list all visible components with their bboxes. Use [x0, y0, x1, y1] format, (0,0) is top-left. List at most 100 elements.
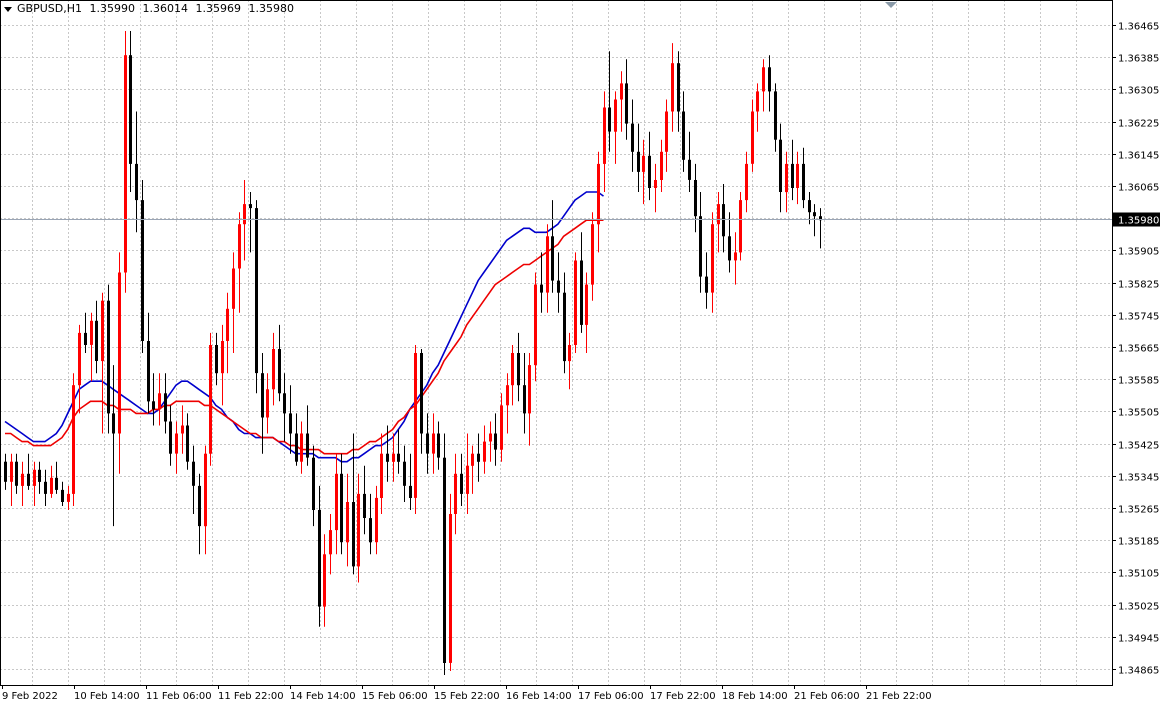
candle-body	[78, 332, 81, 386]
candle-body	[802, 163, 805, 201]
candle-body	[33, 469, 36, 486]
candle-body	[50, 477, 53, 494]
candle-body	[164, 393, 167, 422]
y-tick-label: 1.35505	[1118, 408, 1159, 419]
y-tick-label: 1.35825	[1118, 280, 1159, 291]
candle-body	[129, 55, 132, 164]
candle-body	[158, 393, 161, 410]
candle-body	[249, 204, 252, 209]
candle-body	[437, 433, 440, 458]
candle-body	[420, 353, 423, 434]
grid	[0, 0, 1112, 685]
x-tick-label: 11 Feb 22:00	[218, 691, 284, 702]
x-tick-label: 16 Feb 14:00	[506, 691, 572, 702]
candle-body	[369, 518, 372, 543]
x-tick-label: 15 Feb 06:00	[362, 691, 428, 702]
candle-body	[534, 284, 537, 366]
candle-body	[363, 493, 366, 518]
candle-body	[620, 83, 623, 100]
candle-body	[608, 107, 611, 132]
low-value: 1.35969	[195, 2, 241, 15]
y-tick-label: 1.35905	[1118, 247, 1159, 258]
y-tick-label: 1.35345	[1118, 473, 1159, 484]
candle-body	[734, 252, 737, 261]
candle-body	[796, 163, 799, 188]
x-tick-label: 15 Feb 22:00	[434, 691, 500, 702]
candle-body	[449, 514, 452, 663]
candle-body	[55, 477, 58, 490]
candle-body	[751, 111, 754, 164]
y-tick-label: 1.35105	[1118, 569, 1159, 580]
candle-body	[500, 405, 503, 450]
candle-body	[660, 151, 663, 180]
price-tag-group: 1.35980	[1113, 212, 1160, 227]
symbol-info: GBPUSD,H1 1.35990 1.36014 1.35969 1.3598…	[4, 2, 298, 15]
candle-body	[135, 163, 138, 201]
candle-body	[454, 473, 457, 514]
candle-body	[563, 292, 566, 362]
candle-body	[295, 433, 298, 462]
candle-body	[637, 151, 640, 172]
candle-body	[756, 91, 759, 112]
candle-body	[101, 300, 104, 362]
y-tick-label: 1.36305	[1118, 86, 1159, 97]
symbol-label: GBPUSD,H1	[17, 2, 82, 15]
candle-body	[540, 284, 543, 293]
candle-body	[528, 365, 531, 414]
candle-body	[90, 320, 93, 345]
x-tick-label: 10 Feb 14:00	[74, 691, 140, 702]
candle-body	[785, 163, 788, 193]
candle-body	[551, 236, 554, 281]
candle-body	[762, 67, 765, 92]
candle-body	[72, 385, 75, 494]
price-tag	[1113, 212, 1160, 227]
candle-body	[791, 163, 794, 188]
candle-body	[414, 353, 417, 498]
y-tick-label: 1.35585	[1118, 376, 1159, 387]
candle-body	[506, 385, 509, 406]
chart-shift-marker-icon[interactable]	[885, 2, 897, 8]
candle-body	[238, 224, 241, 269]
y-tick-label: 1.36065	[1118, 183, 1159, 194]
candle-body	[728, 236, 731, 261]
candle-body	[272, 349, 275, 390]
close-value: 1.35980	[248, 2, 294, 15]
candle-body	[705, 276, 708, 293]
candle-body	[580, 260, 583, 325]
y-tick-label: 1.36465	[1118, 22, 1159, 33]
candle-body	[494, 433, 497, 450]
dropdown-arrow-icon[interactable]	[4, 6, 12, 12]
candle-body	[403, 461, 406, 486]
candle-body	[591, 224, 594, 285]
candle-body	[489, 433, 492, 442]
candle-body	[517, 353, 520, 386]
candle-body	[568, 345, 571, 362]
candle-body	[574, 260, 577, 345]
candle-body	[44, 481, 47, 494]
candle-body	[261, 373, 264, 418]
candle-body	[426, 433, 429, 454]
candle-body	[141, 200, 144, 341]
candle-body	[192, 461, 195, 486]
candle-body	[84, 332, 87, 345]
candle-body	[546, 236, 549, 293]
candle-body	[768, 67, 771, 92]
candle-body	[283, 393, 286, 414]
candle-body	[597, 163, 600, 225]
candle-body	[511, 353, 514, 386]
candle-body	[722, 204, 725, 237]
candle-body	[352, 502, 355, 567]
candle-body	[677, 63, 680, 112]
high-value: 1.36014	[142, 2, 188, 15]
candle-body	[523, 385, 526, 414]
x-tick-label: 9 Feb 2022	[2, 691, 58, 702]
candle-body	[318, 510, 321, 607]
candle-body	[392, 453, 395, 462]
candle-body	[312, 457, 315, 510]
candle-body	[688, 159, 691, 180]
candle-body	[813, 212, 816, 217]
y-tick-label: 1.35665	[1118, 344, 1159, 355]
candle-body	[779, 139, 782, 192]
